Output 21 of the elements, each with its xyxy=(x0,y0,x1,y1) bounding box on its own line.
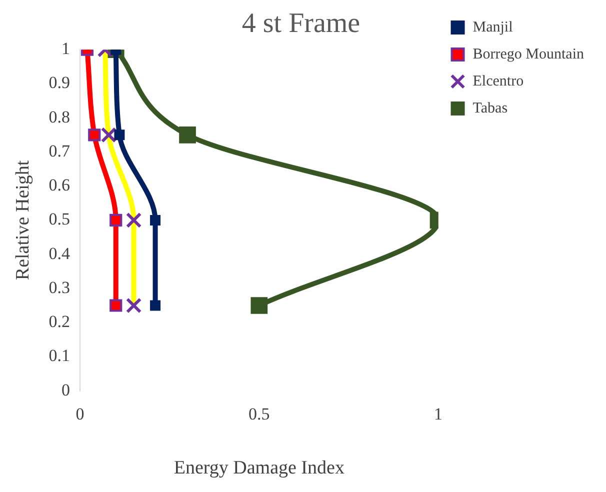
y-tick-label: 0.5 xyxy=(48,210,70,229)
legend-label: Tabas xyxy=(472,100,508,116)
x-tick-label: 0 xyxy=(76,404,84,424)
x-tick-label: 0.5 xyxy=(248,404,270,424)
y-tick-label: 0.9 xyxy=(48,73,70,92)
x-tick-label: 1 xyxy=(434,404,443,424)
y-tick-label: 0.8 xyxy=(48,107,70,126)
y-tick-label: 1 xyxy=(62,39,70,58)
legend-label: Borrego Mountain xyxy=(472,46,584,62)
y-tick-label: 0 xyxy=(62,380,70,400)
chart-title: 4 st Frame xyxy=(242,8,360,40)
y-tick-label: 0.2 xyxy=(48,312,70,332)
y-tick-label: 0.7 xyxy=(48,141,71,160)
y-tick-label: 0.6 xyxy=(48,176,70,195)
y-tick-label: 0.4 xyxy=(48,244,71,263)
x-axis-title: Energy Damage Index xyxy=(174,458,345,479)
y-tick-label: 0.3 xyxy=(48,278,70,297)
legend-label: Manjil xyxy=(472,19,513,36)
legend-label: Elcentro xyxy=(472,73,524,90)
y-tick-label: 0.1 xyxy=(48,346,70,366)
y-axis-title: Relative Height xyxy=(12,160,34,280)
